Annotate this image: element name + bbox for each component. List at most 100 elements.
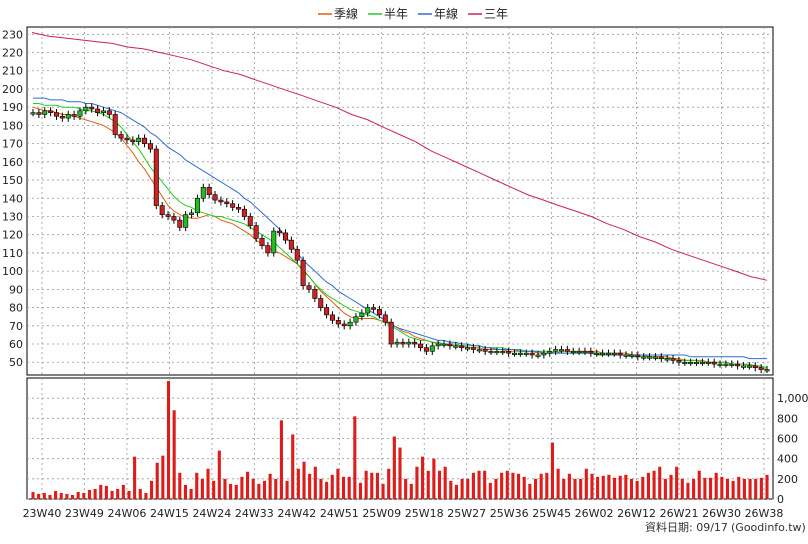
volume-bar	[104, 485, 108, 499]
volume-bar	[494, 478, 498, 499]
volume-bar	[437, 470, 442, 499]
candle-body	[447, 343, 453, 347]
candle-body	[723, 363, 729, 366]
price-tick-label: 190	[2, 101, 23, 114]
volume-bar	[138, 488, 142, 499]
candle-body	[165, 214, 171, 217]
candle-body	[588, 351, 594, 354]
volume-tick-label: 400	[777, 453, 798, 466]
volume-tick-label: 800	[777, 412, 798, 425]
candle-body	[564, 349, 570, 352]
candle-body	[441, 343, 447, 346]
candle-body	[200, 187, 206, 199]
volume-bar	[579, 478, 583, 499]
candle-body	[241, 208, 247, 217]
volume-bar	[229, 483, 233, 499]
candle-body	[459, 345, 465, 348]
candle-body	[611, 352, 617, 355]
candle-body	[500, 351, 506, 354]
candle-body	[359, 312, 365, 317]
candle-body	[259, 238, 265, 246]
candle-body	[746, 365, 752, 368]
candle-body	[312, 289, 318, 299]
legend-label: 季線	[334, 6, 358, 21]
candle-body	[553, 349, 559, 352]
candle-body	[329, 314, 335, 321]
candle-body	[711, 361, 717, 365]
candle-body	[89, 106, 95, 110]
volume-bar	[742, 478, 746, 499]
price-tick-label: 210	[2, 65, 23, 78]
candle-body	[112, 114, 118, 135]
volume-bar	[725, 478, 730, 499]
candle-body	[664, 358, 670, 361]
price-tick-label: 50	[9, 356, 23, 369]
volume-bar	[697, 470, 701, 499]
price-tick-label: 220	[2, 47, 23, 60]
x-tick-label: 25W36	[490, 507, 529, 520]
candle-body	[465, 347, 471, 350]
x-tick-label: 26W30	[702, 507, 741, 520]
candle-body	[171, 216, 177, 221]
candle-body	[605, 352, 611, 355]
volume-bar	[759, 477, 763, 499]
candle-body	[253, 225, 259, 239]
volume-bar	[212, 480, 216, 499]
price-tick-label: 140	[2, 192, 23, 205]
volume-bar	[550, 442, 554, 499]
candle-body	[576, 351, 582, 354]
volume-bar	[37, 493, 41, 499]
candle-body	[247, 216, 253, 226]
volume-bar	[161, 455, 165, 499]
volume-bar	[483, 470, 487, 499]
candle-body	[429, 345, 435, 352]
volume-tick-label: 200	[777, 473, 798, 486]
candle-body	[324, 307, 330, 316]
volume-bar	[76, 491, 80, 499]
price-tick-label: 200	[2, 83, 23, 96]
candle-body	[694, 361, 700, 365]
volume-bar	[562, 478, 566, 499]
x-tick-label: 26W21	[660, 507, 699, 520]
candle-body	[288, 239, 294, 250]
candle-body	[676, 360, 682, 363]
volume-bar	[240, 476, 244, 499]
candle-body	[36, 112, 42, 115]
candle-body	[130, 139, 136, 143]
volume-bar	[353, 416, 357, 499]
volume-bar	[680, 478, 684, 499]
volume-bar	[596, 476, 600, 499]
candle-body	[300, 259, 306, 287]
volume-bar	[87, 489, 92, 499]
x-tick-label: 26W02	[575, 507, 614, 520]
volume-bar	[449, 480, 453, 499]
volume-bar	[296, 468, 300, 499]
volume-bar	[635, 480, 639, 499]
volume-bars	[31, 381, 769, 499]
volume-bar	[629, 478, 634, 499]
candle-body	[118, 134, 124, 139]
volume-bar	[364, 470, 368, 499]
price-tick-label: 120	[2, 229, 23, 242]
volume-bar	[522, 476, 526, 499]
candle-body	[529, 352, 535, 356]
candle-body	[71, 114, 77, 117]
x-tick-label: 24W42	[277, 507, 316, 520]
x-axis: 23W40 23W49 24W06 24W15 24W24 24W33 24W42 24W51…	[23, 507, 784, 520]
candle-body	[306, 285, 312, 290]
candle-body	[558, 349, 564, 352]
candle-body	[535, 354, 541, 357]
volume-tick-label: 600	[777, 433, 798, 446]
volume-bar	[234, 484, 238, 499]
candlesticks	[30, 103, 770, 374]
candle-body	[476, 349, 482, 352]
legend-label: 半年	[384, 7, 408, 21]
volume-bar	[404, 478, 408, 499]
price-tick-label: 60	[9, 338, 23, 351]
candle-body	[729, 363, 735, 366]
volume-bar	[720, 476, 724, 499]
candle-body	[705, 361, 711, 365]
volume-bar	[325, 481, 329, 499]
volume-bar	[144, 492, 148, 499]
candle-body	[206, 187, 212, 195]
